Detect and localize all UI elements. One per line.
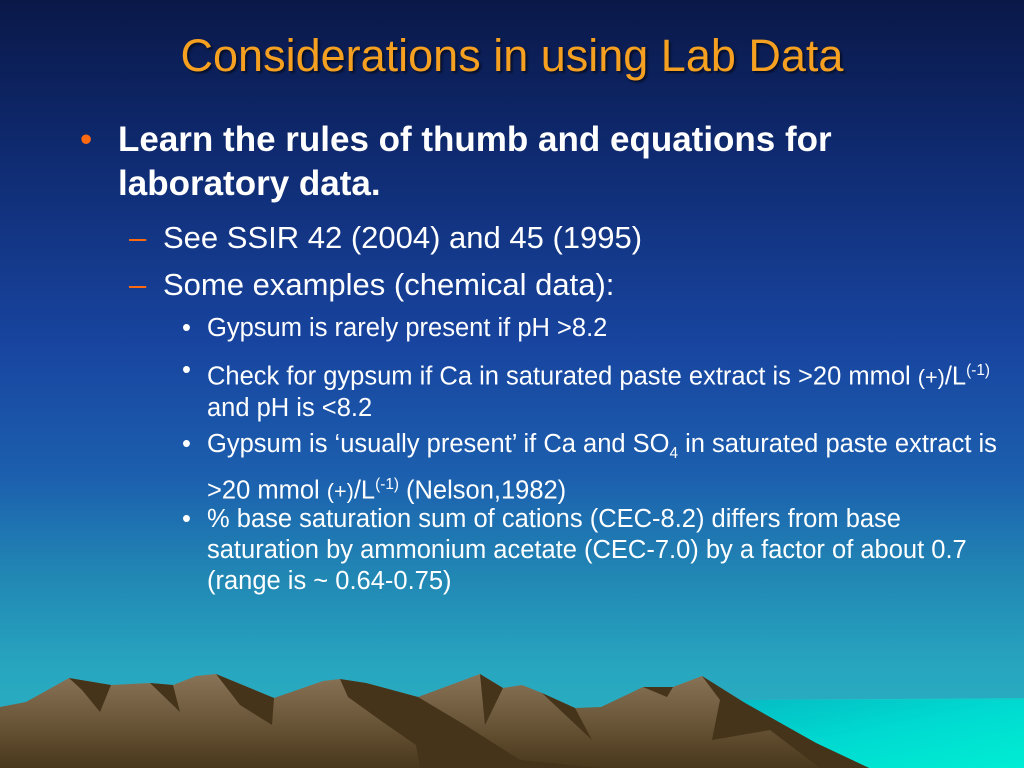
- bullet-marker: •: [182, 356, 191, 384]
- subitem-ssir: – See SSIR 42 (2004) and 45 (1995): [129, 220, 983, 256]
- subitem-text: See SSIR 42 (2004) and 45 (1995): [163, 220, 643, 255]
- bullet-marker: •: [182, 314, 191, 342]
- dash-marker: –: [129, 220, 147, 255]
- example-item: • Check for gypsum if Ca in saturated pa…: [182, 355, 997, 424]
- example-text: (Nelson,1982): [398, 476, 567, 505]
- unit-text: (+): [917, 364, 945, 390]
- unit-text: /L: [944, 362, 967, 391]
- dash-marker: –: [129, 267, 147, 302]
- subitem-text: Some examples (chemical data):: [163, 267, 615, 302]
- superscript: (-1): [966, 362, 990, 379]
- bullet-marker: •: [182, 430, 191, 458]
- bullet-text: Learn the rules of thumb and equations f…: [118, 120, 832, 203]
- example-text: % base saturation sum of cations (CEC-8.…: [207, 505, 967, 595]
- mountain-shadows: [69, 674, 869, 768]
- slide-title: Considerations in using Lab Data: [180, 30, 844, 81]
- bullet-marker: •: [80, 120, 93, 159]
- example-text: in saturated paste extract is >20 mmol: [207, 430, 997, 505]
- example-text: Gypsum is rarely present if pH >8.2: [207, 314, 608, 342]
- bullet-marker: •: [182, 505, 191, 533]
- example-item: • Gypsum is rarely present if pH >8.2: [182, 313, 997, 344]
- example-item: • Gypsum is ‘usually present’ if Ca and …: [182, 429, 997, 507]
- example-text: Check for gypsum if Ca in saturated past…: [207, 362, 918, 391]
- example-item: • % base saturation sum of cations (CEC-…: [182, 504, 997, 597]
- bullet-level1: • Learn the rules of thumb and equations…: [80, 118, 978, 206]
- subitem-examples: – Some examples (chemical data):: [129, 267, 983, 303]
- example-text: and pH is <8.2: [207, 393, 373, 422]
- sea-overlay: [740, 698, 1024, 768]
- subscript: 4: [669, 445, 679, 463]
- example-text: Gypsum is ‘usually present’ if Ca and SO: [207, 430, 670, 458]
- unit-text: (+): [326, 478, 354, 504]
- unit-text: /L: [353, 476, 376, 505]
- superscript: (-1): [375, 476, 399, 494]
